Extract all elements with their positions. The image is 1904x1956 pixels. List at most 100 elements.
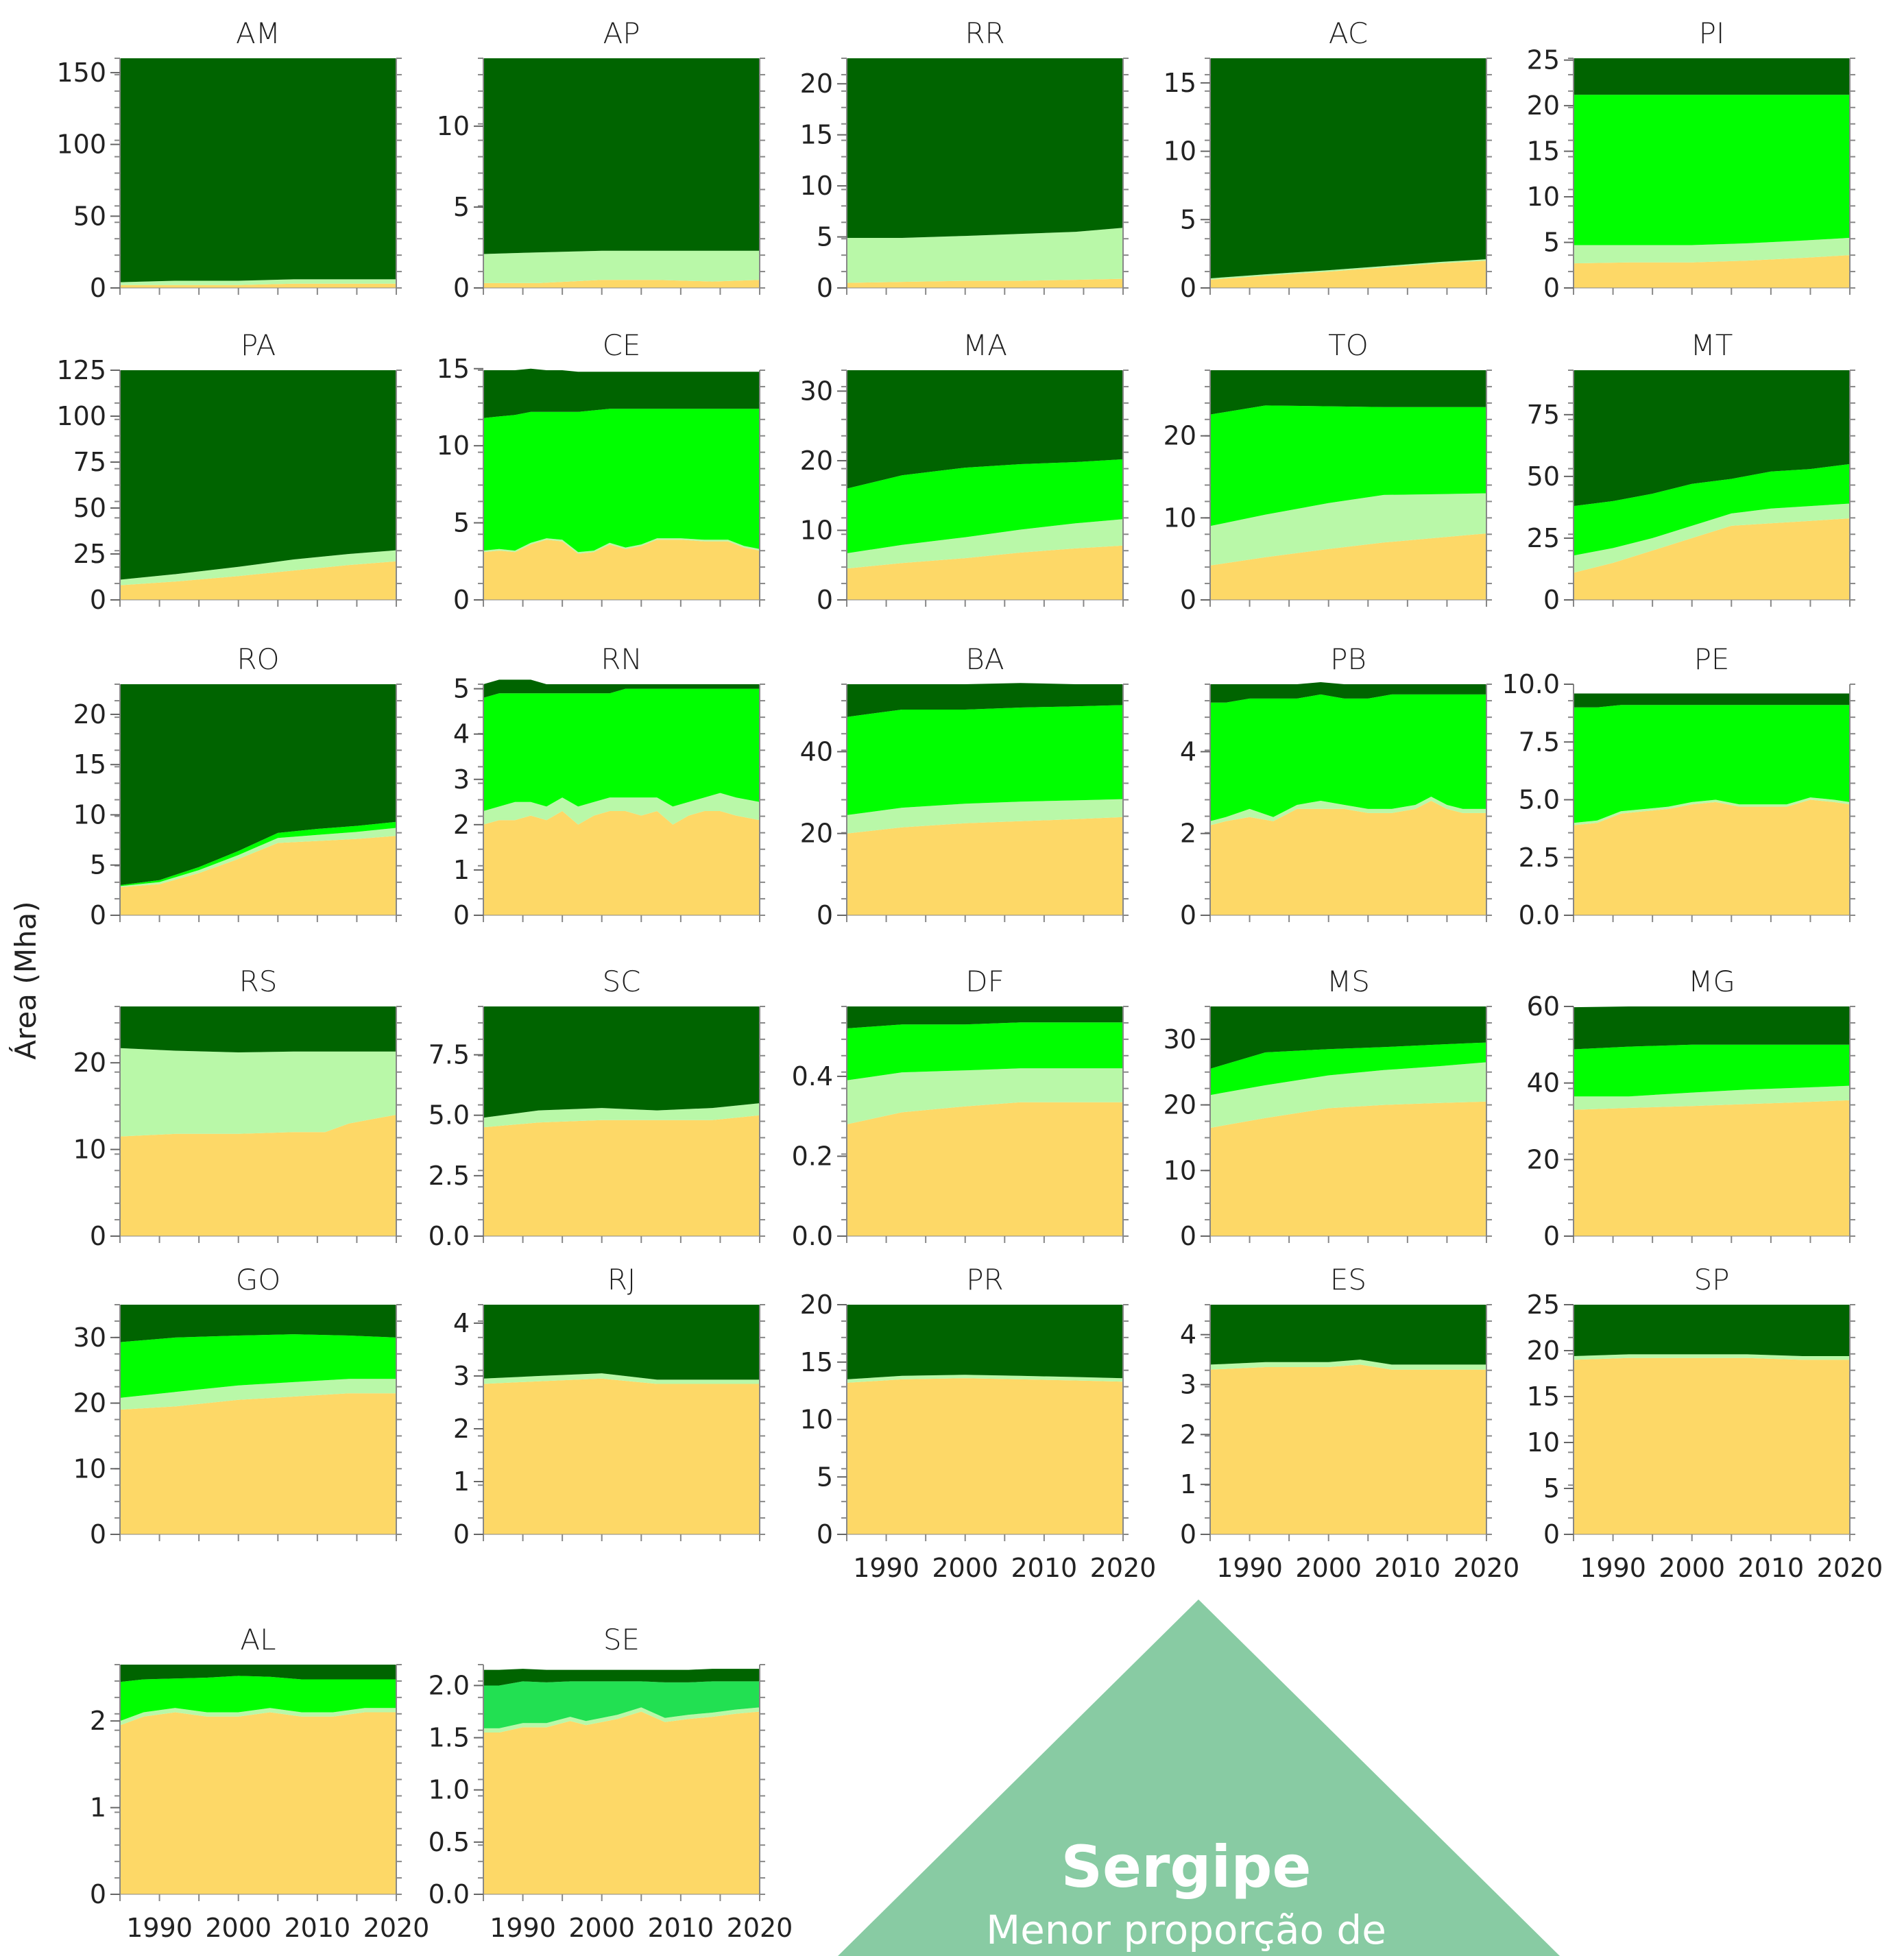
area-mg-layer1 — [1574, 1100, 1850, 1236]
panel-title-ap: AP — [603, 16, 640, 50]
panel-title-ma: MA — [963, 328, 1007, 362]
panel-pe: 0.0 2.5 5.0 7.5 10.0 PE — [1502, 642, 1855, 930]
area-mt-layer3 — [1574, 463, 1850, 556]
panel-es: 0 1 2 3 4 1990 2000 2010 2020 ES — [1180, 1263, 1520, 1583]
panel-mt: 0 25 50 75 MT — [1527, 328, 1855, 615]
y-tick-label-ce: 15 — [437, 354, 470, 384]
panel-title-rr: RR — [965, 16, 1004, 50]
y-tick-label-ms: 30 — [1164, 1024, 1196, 1054]
y-tick-label-se: 2.0 — [429, 1670, 470, 1700]
y-tick-label-pr: 10 — [800, 1405, 833, 1435]
y-tick-label-ma: 30 — [800, 376, 833, 406]
y-tick-label-pr: 15 — [800, 1347, 833, 1377]
y-tick-label-am: 150 — [56, 58, 106, 88]
area-pr-layer1 — [847, 1378, 1123, 1534]
y-tick-label-pa: 50 — [73, 493, 106, 523]
y-tick-label-pe: 5.0 — [1519, 785, 1560, 815]
y-tick-label-go: 10 — [73, 1453, 106, 1484]
area-es-layer4 — [1210, 1305, 1486, 1365]
area-ap-layer1 — [483, 280, 760, 288]
panel-ac: 0 5 10 15 AC — [1164, 16, 1492, 303]
area-ro-layer3 — [120, 821, 396, 886]
y-tick-label-ro: 5 — [90, 850, 106, 880]
x-tick-label-sp: 2000 — [1659, 1553, 1725, 1583]
callout-triangle — [838, 1599, 1560, 1956]
panel-title-ce: CE — [603, 328, 641, 362]
area-go-layer1 — [120, 1393, 396, 1534]
y-tick-label-pb: 4 — [1180, 736, 1196, 766]
y-tick-label-pi: 5 — [1543, 228, 1560, 258]
panel-go: 0 10 20 30 GO — [73, 1263, 402, 1549]
area-ma-layer4 — [847, 370, 1123, 489]
area-rs-layer4 — [120, 1006, 396, 1052]
area-go-layer3 — [120, 1334, 396, 1398]
y-tick-label-pi: 10 — [1527, 182, 1560, 212]
y-tick-label-pi: 0 — [1543, 273, 1560, 303]
y-tick-label-ac: 10 — [1164, 136, 1196, 167]
area-se-layer4 — [483, 1669, 760, 1686]
area-ro-layer1 — [120, 836, 396, 915]
y-tick-label-es: 0 — [1180, 1519, 1196, 1549]
y-tick-label-rr: 15 — [800, 120, 833, 150]
panel-pr: 0 5 10 15 20 1990 2000 2010 2020 PR — [800, 1263, 1157, 1583]
panel-to: 0 10 20 TO — [1164, 328, 1492, 615]
y-tick-label-pr: 20 — [800, 1290, 833, 1320]
y-tick-label-sp: 25 — [1527, 1290, 1560, 1320]
area-ap-layer2 — [483, 250, 760, 283]
panel-rs: 0 10 20 RS — [73, 965, 402, 1251]
y-tick-label-pa: 75 — [73, 447, 106, 477]
panel-title-ba: BA — [965, 642, 1004, 676]
y-tick-label-to: 20 — [1164, 421, 1196, 451]
x-tick-label-pr: 2020 — [1090, 1553, 1157, 1583]
area-pb-layer1 — [1210, 801, 1486, 915]
area-pi-layer2 — [1574, 237, 1850, 264]
area-ba-layer3 — [847, 705, 1123, 815]
area-ce-layer4 — [483, 368, 760, 418]
y-tick-label-se: 1.0 — [429, 1775, 470, 1805]
y-tick-label-rj: 1 — [453, 1466, 470, 1497]
area-sc-layer2 — [483, 1103, 760, 1128]
area-ac-layer2 — [1210, 259, 1486, 280]
area-rj-layer2 — [483, 1373, 760, 1384]
area-pe-layer1 — [1574, 799, 1850, 915]
area-ba-layer2 — [847, 799, 1123, 834]
x-tick-label-sp: 2020 — [1817, 1553, 1883, 1583]
y-tick-label-sp: 0 — [1543, 1519, 1560, 1549]
y-tick-label-pr: 5 — [817, 1462, 833, 1492]
area-pa-layer2 — [120, 550, 396, 585]
area-ce-layer3 — [483, 409, 760, 553]
panel-title-to: TO — [1328, 328, 1369, 362]
y-tick-label-sp: 10 — [1527, 1427, 1560, 1458]
y-tick-label-ce: 10 — [437, 431, 470, 461]
y-tick-label-pb: 2 — [1180, 819, 1196, 849]
y-tick-label-go: 30 — [73, 1323, 106, 1353]
area-rn-layer4 — [483, 679, 760, 698]
y-tick-label-pe: 10.0 — [1502, 669, 1560, 699]
panel-ap: 0 5 10 AP — [437, 16, 765, 303]
area-pe-layer2 — [1574, 797, 1850, 825]
area-sp-layer2 — [1574, 1354, 1850, 1360]
panel-pa: 0 25 50 75 100 125 PA — [56, 328, 402, 615]
y-tick-label-rs: 0 — [90, 1221, 106, 1251]
y-tick-label-rj: 4 — [453, 1308, 470, 1338]
x-tick-label-al: 1990 — [126, 1913, 193, 1943]
y-tick-label-am: 50 — [73, 201, 106, 231]
y-tick-label-ac: 0 — [1180, 273, 1196, 303]
y-tick-label-es: 1 — [1180, 1469, 1196, 1499]
panel-title-se: SE — [603, 1623, 640, 1656]
area-to-layer3 — [1210, 405, 1486, 527]
y-tick-label-mg: 60 — [1527, 991, 1560, 1022]
y-tick-label-rr: 0 — [817, 273, 833, 303]
area-am-layer1 — [120, 283, 396, 288]
y-tick-label-pr: 0 — [817, 1519, 833, 1549]
area-al-layer2 — [120, 1708, 396, 1726]
y-tick-label-df: 0.4 — [792, 1061, 833, 1091]
y-tick-label-pa: 125 — [56, 355, 106, 385]
panel-title-pe: PE — [1694, 642, 1730, 676]
area-mg-layer3 — [1574, 1044, 1850, 1097]
y-tick-label-se: 0.5 — [429, 1827, 470, 1857]
area-ms-layer1 — [1210, 1101, 1486, 1236]
area-pa-layer1 — [120, 561, 396, 600]
area-ma-layer1 — [847, 545, 1123, 600]
panel-ma: 0 10 20 30 MA — [800, 328, 1129, 615]
